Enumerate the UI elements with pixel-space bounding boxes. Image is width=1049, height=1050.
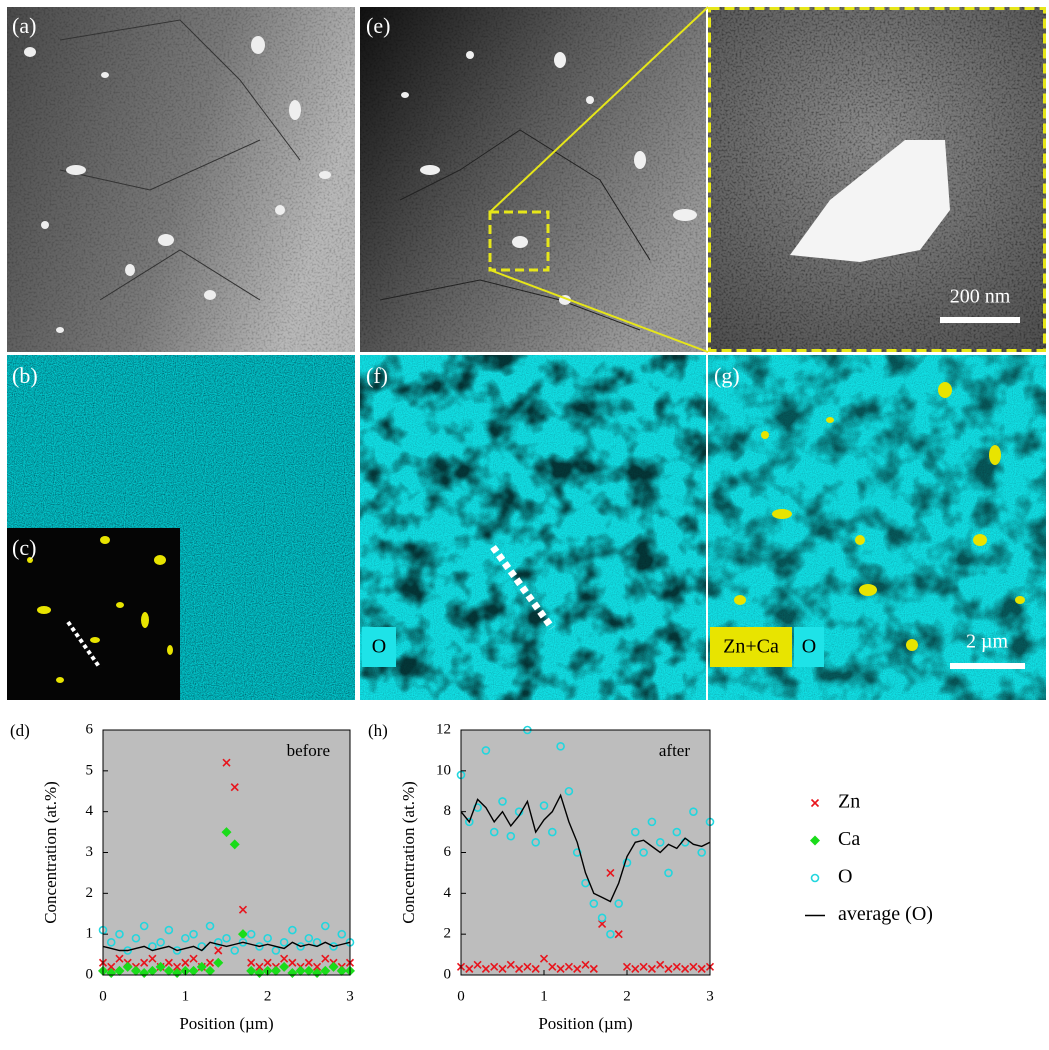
image-feature xyxy=(100,536,110,544)
image-feature xyxy=(154,555,166,565)
image-feature xyxy=(319,171,331,179)
x-tick-label: 2 xyxy=(264,988,272,1004)
image-feature xyxy=(772,509,792,519)
x-axis-label: Position (µm) xyxy=(538,1014,632,1033)
annotation: after xyxy=(659,741,690,760)
image-feature xyxy=(855,535,865,545)
y-tick-label: 8 xyxy=(444,803,452,819)
image-feature xyxy=(634,151,646,169)
image-feature xyxy=(673,209,697,221)
legend-label: average (O) xyxy=(838,903,933,925)
image-feature xyxy=(251,36,265,54)
overlay-label: Zn+Ca xyxy=(723,636,779,658)
y-tick-label: 4 xyxy=(444,885,452,901)
legend-swatch xyxy=(810,836,820,846)
image-feature xyxy=(101,72,109,78)
figure: (a) (e) 200 nm (b) xyxy=(0,0,1049,1045)
image-feature xyxy=(24,47,36,57)
x-tick-label: 0 xyxy=(99,988,107,1004)
x-tick-label: 2 xyxy=(623,988,631,1004)
x-tick-label: 1 xyxy=(182,988,190,1004)
y-tick-label: 0 xyxy=(444,966,452,982)
image-feature xyxy=(167,645,173,655)
image-feature xyxy=(37,606,51,614)
image-feature xyxy=(512,236,528,248)
image-feature xyxy=(275,205,285,215)
panel-label: (d) xyxy=(10,721,30,740)
y-tick-label: 2 xyxy=(86,885,94,901)
x-tick-label: 1 xyxy=(540,988,548,1004)
image-feature xyxy=(826,417,834,423)
y-axis-label: Concentration (at.%) xyxy=(41,781,60,924)
y-tick-label: 12 xyxy=(436,721,451,737)
image-feature xyxy=(204,290,216,300)
image-feature xyxy=(56,677,64,683)
panel-label: (c) xyxy=(12,535,36,560)
image-feature xyxy=(586,96,594,104)
legend-swatch xyxy=(812,800,819,807)
image-feature xyxy=(938,382,952,398)
y-tick-label: 1 xyxy=(86,926,94,942)
panel-label: (h) xyxy=(368,721,388,740)
image-f: (f) O xyxy=(360,355,706,700)
x-tick-label: 0 xyxy=(457,988,465,1004)
overlay-label: O xyxy=(802,636,816,658)
overlay-label: O xyxy=(372,636,386,658)
image-feature xyxy=(761,431,769,439)
scale-bar-label: 200 nm xyxy=(950,286,1011,308)
y-tick-label: 2 xyxy=(444,926,452,942)
image-zoom: 200 nm xyxy=(708,7,1046,352)
y-tick-label: 4 xyxy=(86,803,94,819)
legend-label: Ca xyxy=(838,828,860,850)
image-feature xyxy=(420,165,440,175)
y-tick-label: 5 xyxy=(86,762,94,778)
y-axis-label: Concentration (at.%) xyxy=(399,781,418,924)
image-layer xyxy=(360,355,706,700)
legend-label: Zn xyxy=(838,791,860,813)
panel-label: (g) xyxy=(714,363,740,388)
image-feature xyxy=(859,584,877,596)
image-feature xyxy=(158,234,174,246)
image-feature xyxy=(554,52,566,68)
y-tick-label: 0 xyxy=(86,966,94,982)
image-feature xyxy=(90,637,100,643)
panel-label: (f) xyxy=(366,363,388,388)
image-a: (a) xyxy=(7,7,355,352)
image-feature xyxy=(989,445,1001,465)
scale-bar-label: 2 µm xyxy=(966,631,1009,653)
y-tick-label: 6 xyxy=(86,721,94,737)
annotation: before xyxy=(287,741,330,760)
image-feature xyxy=(401,92,409,98)
image-c: (c) xyxy=(7,528,180,700)
image-layer xyxy=(7,7,355,352)
y-tick-label: 3 xyxy=(86,844,94,860)
image-feature xyxy=(973,534,987,546)
image-feature xyxy=(1015,596,1025,604)
image-feature xyxy=(41,221,49,229)
image-feature xyxy=(734,595,746,605)
y-tick-label: 6 xyxy=(444,844,452,860)
y-tick-label: 10 xyxy=(436,762,451,778)
x-axis-label: Position (µm) xyxy=(179,1014,273,1033)
image-feature xyxy=(289,100,301,120)
image-feature xyxy=(56,327,64,333)
legend-label: O xyxy=(838,866,852,888)
image-g: (g) Zn+Ca O 2 µm xyxy=(708,355,1046,700)
panel-label: (b) xyxy=(12,363,38,388)
panel-label: (a) xyxy=(12,13,36,38)
image-feature xyxy=(116,602,124,608)
x-tick-label: 3 xyxy=(706,988,714,1004)
legend-swatch xyxy=(812,875,819,882)
panel-label: (e) xyxy=(366,13,390,38)
image-feature xyxy=(906,639,918,651)
image-feature xyxy=(66,165,86,175)
x-tick-label: 3 xyxy=(346,988,354,1004)
image-feature xyxy=(466,51,474,59)
image-feature xyxy=(141,612,149,628)
image-feature xyxy=(125,264,135,276)
image-e: (e) xyxy=(360,7,708,352)
plot-area xyxy=(461,730,710,975)
